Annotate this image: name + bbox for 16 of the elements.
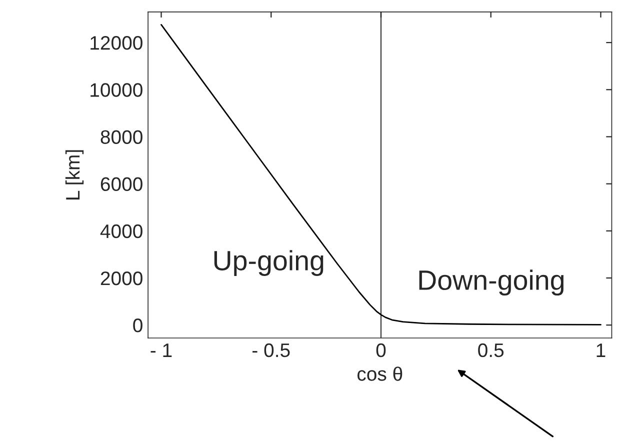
x-tick-label: 1	[596, 344, 606, 357]
x-tick-label: - 0.5	[252, 343, 290, 358]
x-tick-label: 0	[376, 343, 386, 358]
y-tick-label: 10000	[90, 83, 142, 97]
y-tick-label: 6000	[100, 177, 142, 192]
y-tick-label: 8000	[100, 130, 142, 144]
annotation: Down-going	[419, 270, 564, 296]
x-axis-title: cos θ	[357, 366, 402, 381]
annotation: Up-going	[214, 250, 324, 276]
y-axis-title: L [km]	[65, 150, 84, 200]
y-tick-label: 12000	[90, 36, 142, 50]
y-tick-label: 4000	[100, 224, 142, 238]
y-tick-label: 0	[133, 318, 142, 332]
x-tick-label: - 1	[150, 344, 172, 357]
y-tick-label: 2000	[100, 271, 142, 286]
x-tick-label: 0.5	[478, 343, 504, 358]
